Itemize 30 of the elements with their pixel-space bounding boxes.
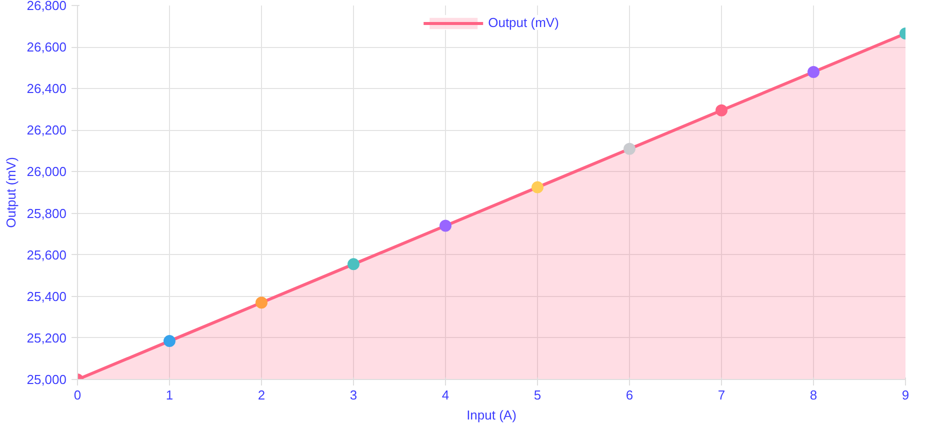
y-tick-label: 25,000 [26, 372, 67, 387]
point [808, 66, 820, 78]
x-tick-label: 9 [902, 388, 910, 402]
x-tick-label: 4 [442, 388, 450, 402]
x-tick-label: 0 [74, 388, 82, 402]
point [532, 181, 544, 194]
legend-label: Output (mV) [488, 15, 559, 30]
y-tick-label: 26,600 [26, 40, 67, 55]
x-axis-title: Input (A) [466, 408, 516, 422]
y-axis-title: Output (mV) [4, 157, 19, 228]
y-tick-label: 26,800 [26, 0, 67, 13]
y-tick-label: 26,200 [26, 122, 67, 138]
y-tick-label: 26,400 [26, 81, 67, 96]
y-tick-label: 25,800 [26, 206, 67, 221]
y-tick-label: 25,600 [26, 247, 67, 262]
x-tick-label: 3 [350, 388, 358, 402]
x-tick-label: 8 [810, 388, 818, 402]
x-tick-label: 1 [166, 388, 174, 402]
y-tick-label: 25,200 [26, 330, 67, 346]
point [440, 220, 452, 232]
x-tick-label: 5 [534, 388, 542, 402]
x-tick-label: 6 [626, 388, 634, 402]
y-tick-label: 26,000 [26, 164, 67, 180]
y-tick-label: 25,400 [26, 288, 67, 304]
point [348, 258, 360, 270]
x-tick-label: 2 [258, 388, 266, 402]
x-tick-label: 7 [718, 388, 726, 402]
point [164, 335, 176, 348]
point [624, 142, 636, 155]
point [256, 296, 268, 309]
